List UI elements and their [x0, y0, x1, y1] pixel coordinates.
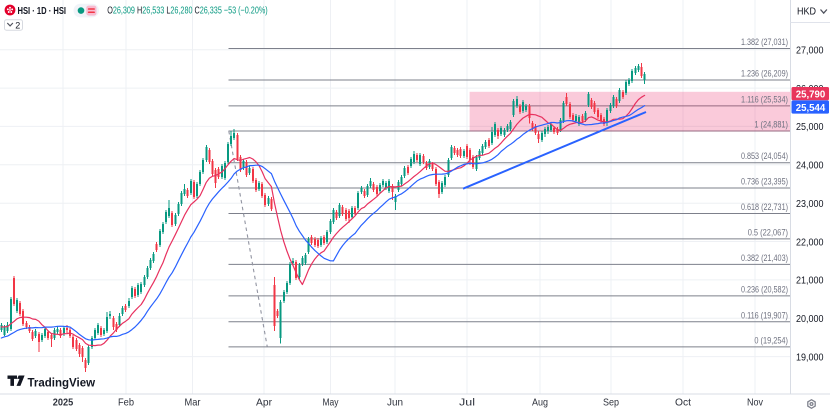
svg-text:Feb: Feb [118, 397, 134, 409]
svg-text:TradingView: TradingView [28, 378, 96, 390]
svg-text:Oct: Oct [675, 397, 691, 409]
svg-text:25,000: 25,000 [796, 121, 824, 133]
svg-text:22,000: 22,000 [796, 236, 824, 248]
svg-text:25,544: 25,544 [796, 102, 826, 114]
svg-text:0.116 (19,907): 0.116 (19,907) [741, 310, 788, 320]
svg-text:0 (19,254): 0 (19,254) [754, 335, 788, 345]
svg-text:21,000: 21,000 [796, 275, 824, 287]
svg-text:25,790: 25,790 [796, 88, 826, 100]
svg-text:May: May [323, 397, 340, 409]
svg-text:20,000: 20,000 [796, 313, 824, 325]
svg-text:23,000: 23,000 [796, 198, 824, 210]
svg-text:0.5 (22,067): 0.5 (22,067) [748, 227, 788, 237]
svg-text:0.236 (20,582): 0.236 (20,582) [741, 284, 788, 294]
svg-text:1 (24,881): 1 (24,881) [754, 120, 788, 130]
svg-text:HSI · 1D · HSI: HSI · 1D · HSI [18, 5, 67, 17]
svg-text:0.736 (23,395): 0.736 (23,395) [741, 177, 788, 187]
svg-text:Apr: Apr [256, 397, 272, 409]
svg-text:0.382 (21,403): 0.382 (21,403) [741, 253, 788, 263]
svg-text:0.853 (24,054): 0.853 (24,054) [741, 151, 788, 161]
svg-text:24,000: 24,000 [796, 160, 824, 172]
svg-text:Sep: Sep [603, 397, 619, 409]
svg-text:Mar: Mar [185, 397, 201, 409]
svg-text:Nov: Nov [747, 397, 764, 409]
svg-text:0.618 (22,731): 0.618 (22,731) [741, 202, 788, 212]
svg-text:19,000: 19,000 [796, 351, 824, 363]
svg-text:1.236 (26,209): 1.236 (26,209) [741, 69, 788, 79]
svg-text:Jul: Jul [459, 397, 475, 409]
svg-text:HKD: HKD [797, 6, 816, 17]
svg-text:1.116 (25,534): 1.116 (25,534) [741, 94, 788, 104]
svg-text:1.382 (27,031): 1.382 (27,031) [741, 37, 788, 47]
svg-text:2: 2 [15, 21, 20, 31]
svg-text:27,000: 27,000 [796, 45, 824, 57]
svg-text:Jun: Jun [387, 397, 403, 409]
svg-text:2025: 2025 [53, 397, 74, 409]
svg-text:Aug: Aug [532, 397, 548, 409]
svg-text:O26,309 H26,533 L26,280 C26,33: O26,309 H26,533 L26,280 C26,335 −53 (−0.… [107, 6, 268, 17]
